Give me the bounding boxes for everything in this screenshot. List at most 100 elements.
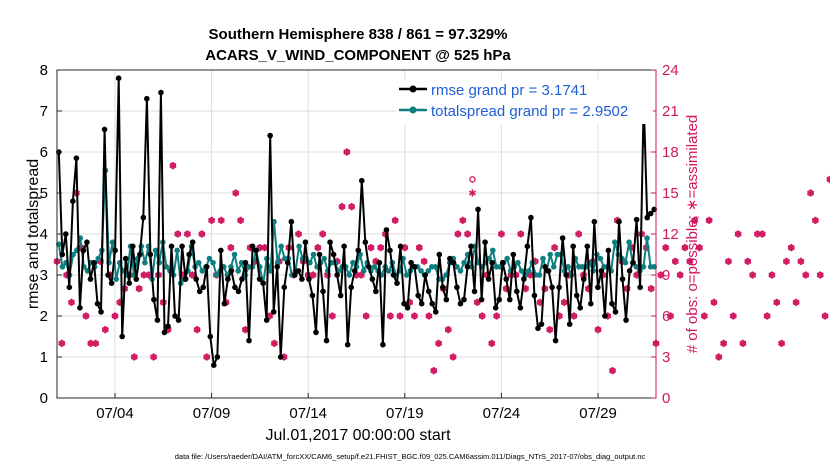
rmse-point bbox=[602, 313, 608, 319]
obs-assimilated-stroke bbox=[328, 313, 336, 319]
y-tick-label-right: 24 bbox=[662, 62, 679, 79]
obs-assimilated-stroke bbox=[135, 286, 143, 292]
totalspread-point bbox=[597, 255, 604, 262]
rmse-point bbox=[633, 216, 640, 223]
rmse-point bbox=[161, 329, 168, 336]
totalspread-point bbox=[95, 255, 102, 262]
obs-assimilated-marker bbox=[135, 285, 143, 293]
obs-assimilated-stroke bbox=[314, 245, 322, 251]
obs-assimilated-stroke bbox=[295, 231, 303, 237]
obs-assimilated-marker bbox=[232, 189, 240, 197]
obs-assimilated-marker bbox=[787, 244, 795, 252]
rmse-point bbox=[577, 305, 584, 311]
totalspread-point bbox=[515, 259, 521, 266]
y-tick-label-right: 9 bbox=[662, 267, 670, 284]
obs-assimilated-stroke bbox=[188, 272, 196, 278]
obs-assimilated-marker bbox=[647, 285, 655, 293]
rmse-point bbox=[281, 284, 288, 291]
rmse-point bbox=[362, 239, 369, 245]
obs-assimilated-marker bbox=[811, 216, 819, 224]
rmse-point bbox=[80, 247, 87, 254]
rmse-point bbox=[260, 280, 266, 287]
obs-assimilated-stroke bbox=[570, 313, 578, 319]
obs-assimilated-stroke bbox=[802, 272, 810, 278]
totalspread-point bbox=[278, 243, 284, 250]
obs-assimilated-marker bbox=[227, 244, 235, 252]
rmse-point bbox=[98, 309, 104, 315]
rmse-point bbox=[186, 251, 192, 258]
y-axis-label-left: rmse and totalspread bbox=[25, 159, 42, 309]
obs-assimilated-stroke bbox=[174, 231, 182, 237]
rmse-point bbox=[295, 268, 302, 274]
rmse-point bbox=[538, 321, 545, 328]
totalspread-point bbox=[611, 239, 618, 245]
obs-assimilated-marker bbox=[551, 244, 559, 252]
x-axis-label: Jul.01,2017 00:00:00 start bbox=[265, 427, 451, 444]
totalspread-point bbox=[228, 264, 234, 270]
rmse-point bbox=[351, 268, 358, 274]
rmse-point bbox=[210, 362, 217, 369]
rmse-point bbox=[126, 280, 133, 287]
rmse-point bbox=[549, 284, 555, 291]
obs-assimilated-marker bbox=[295, 230, 303, 238]
totalspread-point bbox=[457, 268, 464, 274]
rmse-point bbox=[545, 268, 552, 274]
rmse-point bbox=[425, 288, 432, 295]
left-axis-ticks: 0 1 2 3 4 5 6 7 8 bbox=[40, 62, 62, 407]
obs-assimilated-stroke bbox=[386, 313, 394, 319]
obs-assimilated-stroke bbox=[497, 231, 505, 237]
footer-data-file: data file: /Users/raeder/DAI/ATM_forcXX/… bbox=[175, 452, 646, 461]
rmse-point bbox=[404, 305, 411, 311]
y-tick-label-right: 0 bbox=[662, 390, 670, 407]
rmse-point bbox=[468, 243, 474, 250]
obs-assimilated-marker bbox=[700, 312, 708, 320]
obs-assimilated-stroke bbox=[391, 217, 399, 223]
rmse-point bbox=[218, 247, 224, 254]
rmse-point bbox=[637, 284, 643, 291]
y-tick-label-right: 6 bbox=[662, 308, 670, 325]
rmse-point bbox=[528, 214, 534, 221]
rmse-point bbox=[464, 264, 471, 270]
rmse-point bbox=[573, 292, 580, 299]
obs-assimilated-stroke bbox=[464, 231, 472, 237]
obs-assimilated-marker bbox=[430, 367, 438, 375]
rmse-point bbox=[432, 309, 439, 315]
obs-assimilated-marker bbox=[546, 326, 554, 334]
obs-assimilated-stroke bbox=[425, 313, 433, 319]
obs-assimilated-marker bbox=[724, 257, 732, 265]
obs-assimilated-marker bbox=[797, 257, 805, 265]
obs-assimilated-stroke bbox=[468, 190, 476, 196]
rmse-point bbox=[108, 280, 115, 287]
obs-assimilated-marker bbox=[570, 312, 578, 320]
rmse-point bbox=[292, 272, 298, 278]
obs-assimilated-stroke bbox=[111, 313, 119, 319]
obs-assimilated-marker bbox=[67, 298, 76, 306]
totalspread-point bbox=[418, 268, 424, 274]
rmse-point bbox=[623, 317, 629, 323]
obs-assimilated-marker bbox=[671, 257, 679, 265]
obs-assimilated-marker bbox=[198, 230, 206, 238]
rmse-point bbox=[373, 288, 379, 295]
y-tick-label-left: 7 bbox=[40, 103, 48, 120]
totalspread-point bbox=[142, 259, 148, 266]
totalspread-point bbox=[195, 259, 202, 266]
y-axis-label-right: # of obs: o=possible; ∗=assimilated bbox=[684, 115, 701, 354]
rmse-point bbox=[563, 272, 569, 278]
y-tick-label-right: 3 bbox=[662, 349, 670, 366]
obs-assimilated-marker bbox=[778, 339, 786, 347]
obs-layer bbox=[53, 148, 830, 375]
x-tick-label: 07/14 bbox=[289, 405, 327, 422]
obs-assimilated-marker bbox=[362, 312, 370, 320]
chart-title-line2: ACARS_V_WIND_COMPONENT @ 525 hPa bbox=[205, 47, 511, 64]
x-tick-label: 07/09 bbox=[193, 405, 231, 422]
obs-assimilated-marker bbox=[203, 353, 211, 361]
totalspread-point bbox=[360, 268, 367, 274]
obs-assimilated-stroke bbox=[449, 354, 457, 360]
obs-assimilated-stroke bbox=[169, 163, 177, 169]
rmse-point bbox=[140, 214, 147, 221]
totalspread-point bbox=[152, 247, 159, 254]
rmse-point bbox=[478, 296, 485, 303]
obs-assimilated-marker bbox=[705, 216, 713, 224]
totalspread-point bbox=[296, 243, 302, 250]
